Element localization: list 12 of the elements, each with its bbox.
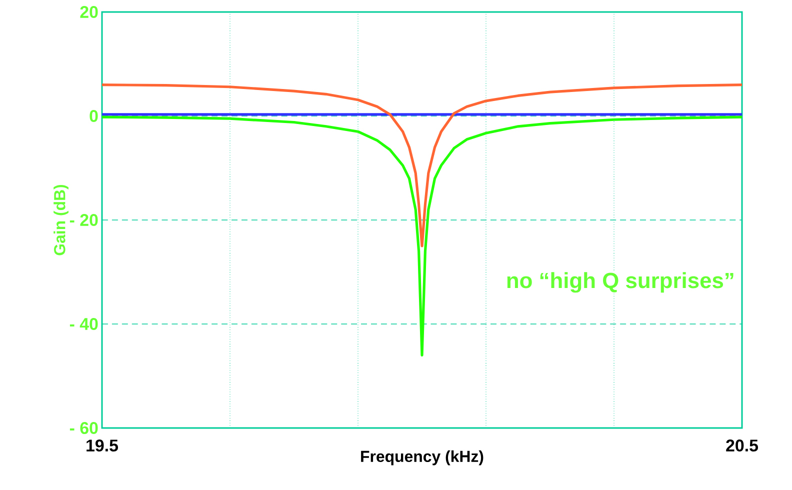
x-tick-label: 20.5 xyxy=(726,440,758,452)
x-tick-label: 19.5 xyxy=(86,440,118,452)
line-series xyxy=(100,116,744,356)
x-axis-title: Frequency (kHz) xyxy=(361,450,484,466)
y-tick-label: - 20 xyxy=(70,214,98,226)
y-tick-label: 20 xyxy=(80,6,98,18)
y-tick-label: 0 xyxy=(90,110,98,122)
line-series xyxy=(100,84,744,248)
y-axis-title: Gain (dB) xyxy=(54,184,68,256)
y-tick-label: - 40 xyxy=(70,318,98,330)
y-tick-label: - 60 xyxy=(70,422,98,434)
annotation: no “high Q surprises” xyxy=(507,272,734,293)
